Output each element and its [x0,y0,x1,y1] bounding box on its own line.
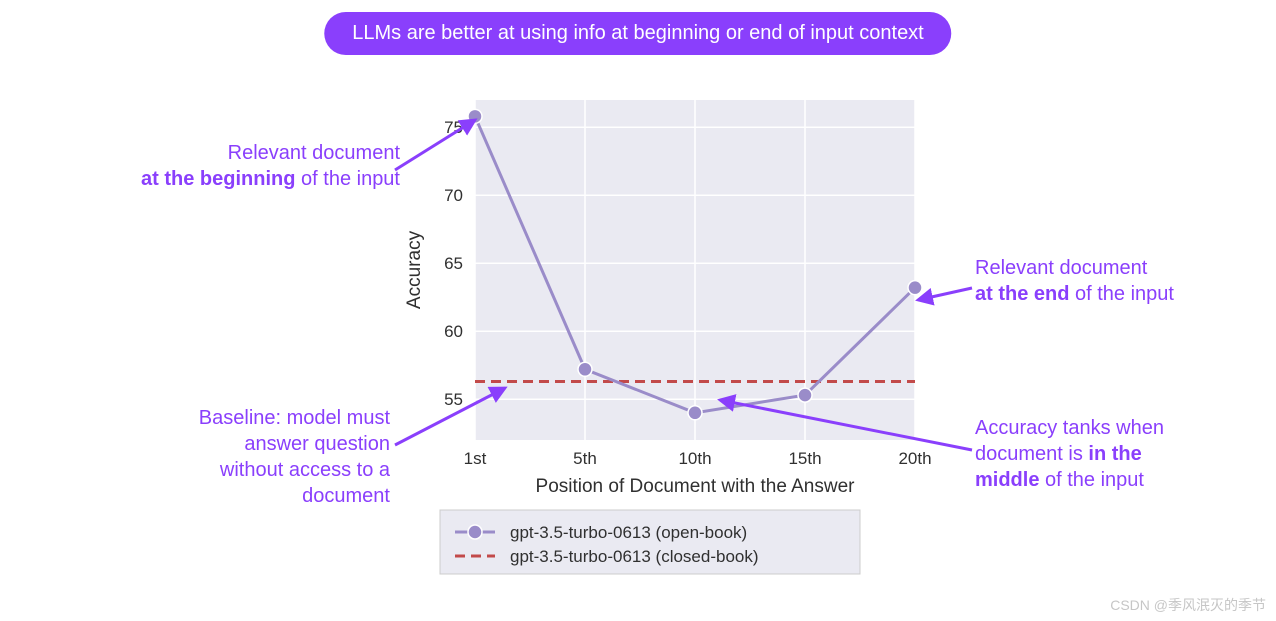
annot-baseline-l2: answer question [70,431,390,457]
svg-text:Accuracy: Accuracy [404,230,425,309]
svg-text:5th: 5th [573,449,597,468]
svg-text:75: 75 [444,118,463,137]
annotation-baseline: Baseline: model must answer question wit… [70,405,390,509]
annot-end-bold: at the end [975,283,1069,305]
annot-baseline-l4: document [70,483,390,509]
accuracy-chart: 55 60 65 70 75 1st 5th 10th 15th 20th Accuracy Posi… [380,80,970,600]
annot-begin-l1: Relevant document [228,142,400,164]
annotation-middle: Accuracy tanks when document is in the m… [975,415,1235,493]
svg-text:70: 70 [444,186,463,205]
watermark: CSDN @季风泯灭的季节 [1110,595,1266,615]
svg-text:60: 60 [444,322,463,341]
svg-text:55: 55 [444,390,463,409]
title-pill: LLMs are better at using info at beginni… [324,12,951,55]
annotation-beginning: Relevant document at the beginning of th… [70,140,400,192]
svg-text:1st: 1st [464,449,487,468]
annot-end-rest: of the input [1069,283,1174,305]
svg-text:10th: 10th [678,449,711,468]
annot-middle-l2b: in the [1088,443,1141,465]
svg-text:65: 65 [444,254,463,273]
svg-text:15th: 15th [788,449,821,468]
annot-end-l1: Relevant document [975,257,1147,279]
annot-middle-l1: Accuracy tanks when [975,415,1235,441]
svg-text:20th: 20th [898,449,931,468]
annot-begin-bold: at the beginning [141,168,295,190]
title-text: LLMs are better at using info at beginni… [352,22,923,44]
annot-middle-l3r: of the input [1039,469,1144,491]
svg-text:gpt-3.5-turbo-0613 (closed-boo: gpt-3.5-turbo-0613 (closed-book) [510,547,759,566]
annot-middle-l3b: middle [975,469,1039,491]
annot-middle-l2a: document is [975,443,1088,465]
svg-text:gpt-3.5-turbo-0613 (open-book): gpt-3.5-turbo-0613 (open-book) [510,523,747,542]
svg-text:Position of Document with the: Position of Document with the Answer [536,476,856,497]
annot-baseline-l1: Baseline: model must [70,405,390,431]
annotation-end: Relevant document at the end of the inpu… [975,255,1225,307]
annot-baseline-l3: without access to a [70,457,390,483]
